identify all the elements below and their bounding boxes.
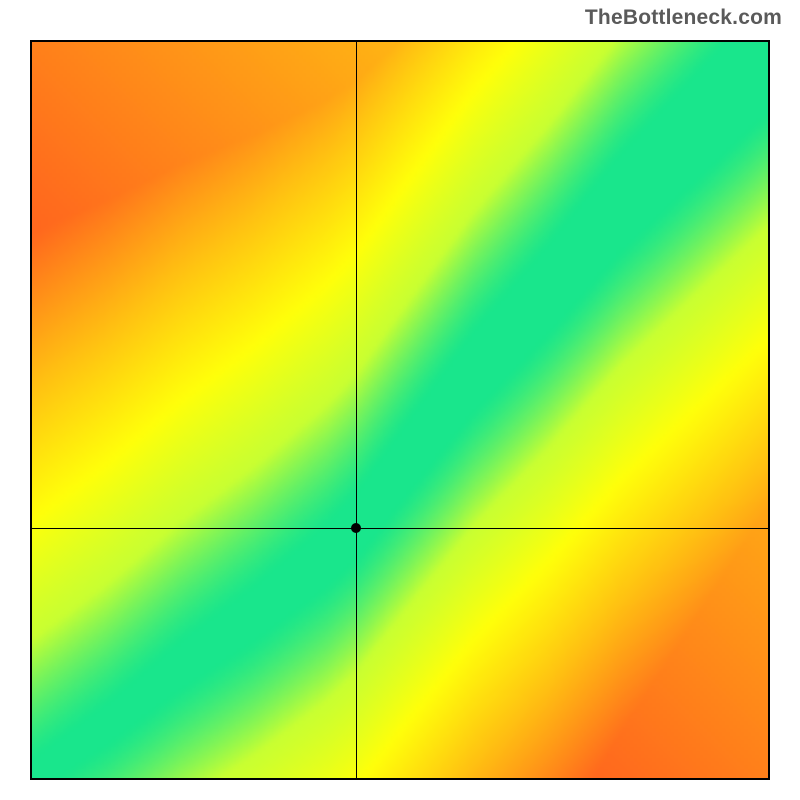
- heatmap-plot-frame: [30, 40, 770, 780]
- crosshair-marker-dot: [351, 523, 361, 533]
- crosshair-horizontal-line: [32, 528, 768, 529]
- watermark-text: TheBottleneck.com: [585, 6, 782, 30]
- heatmap-canvas: [32, 42, 768, 778]
- crosshair-vertical-line: [356, 42, 357, 778]
